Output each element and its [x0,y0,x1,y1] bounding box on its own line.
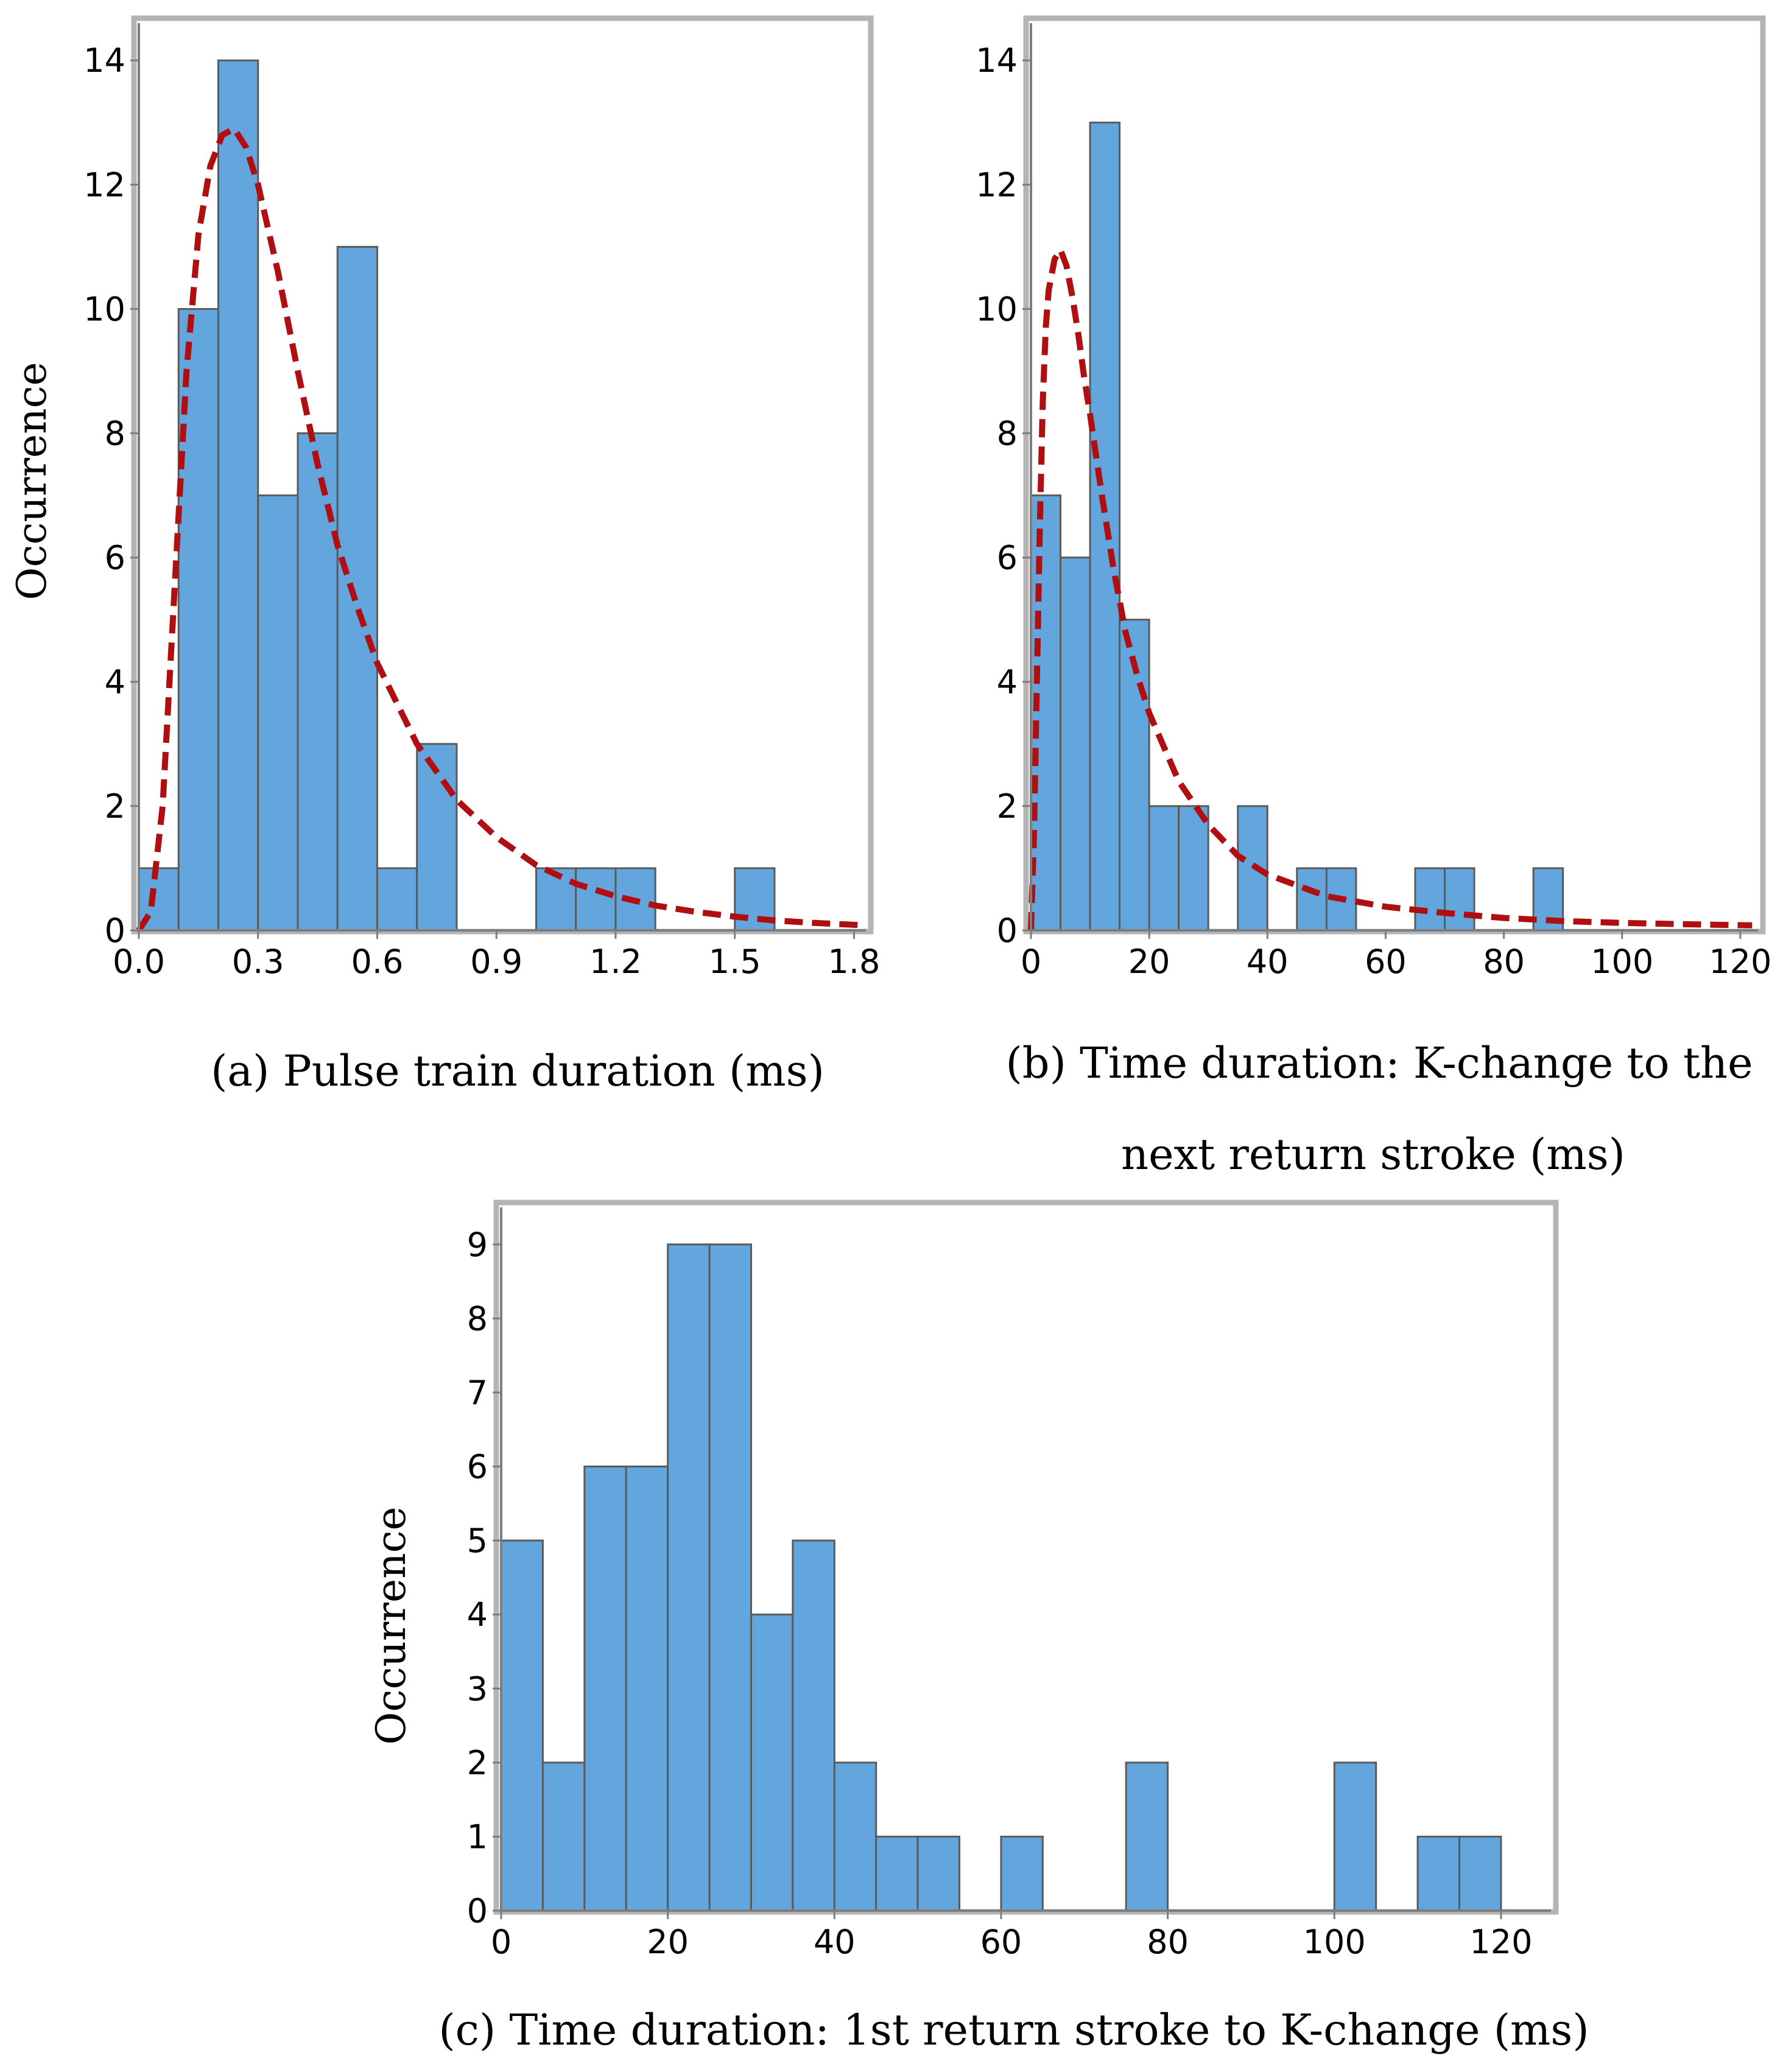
panel-a-bar-11 [575,867,617,932]
panel-b-bar-14 [1444,867,1475,932]
panel-b-x-tick-label: 40 [1247,943,1289,981]
panel-a-bar-6 [376,867,418,932]
panel-b-y-tick-label: 2 [997,787,1018,826]
panel-b-y-tick-label: 6 [997,539,1018,577]
panel-a-y-tick-label: 10 [83,290,125,328]
panel-a-x-tick-label: 0.6 [351,943,404,981]
panel-b-y-tick-label: 8 [997,415,1018,453]
panel-a-bar-2 [217,59,259,932]
panel-b-y-tick-label: 4 [997,663,1018,701]
panel-b: 0 20 40 60 80 100 120 0 2 4 6 8 10 12 14 (b) Time dura… [976,15,1771,1179]
panel-c-bar-12 [1000,1835,1044,1912]
panel-c-bar-1 [541,1761,586,1912]
panel-c-bar-22 [1416,1835,1460,1912]
panel-c-y-tick-label: 0 [467,1892,488,1930]
panel-a-y-tick-label: 2 [105,787,125,826]
panel-c-x-tick-label: 120 [1469,1923,1532,1961]
panel-a-bar-10 [535,867,577,932]
panel-a-y-tick-label: 4 [105,663,125,701]
panel-c-bar-2 [583,1466,627,1912]
panel-c-x-tick-label: 0 [491,1923,512,1961]
panel-c-bar-8 [833,1761,877,1912]
panel-a-bar-4 [297,432,339,932]
panel-b-fit-curve [1028,247,1753,931]
panel-c-y-tick-label: 1 [467,1817,488,1856]
panel-a-x-tick-label: 0.0 [113,943,165,981]
panel-c: 0 20 40 60 80 100 120 0 1 2 3 4 5 6 7 8 9 Occurrence (c)… [368,1199,1589,2055]
panel-b-bar-5 [1178,805,1209,932]
panel-b-plot: 0 20 40 60 80 100 120 0 2 4 6 8 10 12 14 [976,23,1771,981]
panel-a-bar-3 [257,494,299,932]
panel-a-x-tick-label: 1.2 [589,943,642,981]
panel-b-bar-1 [1060,557,1091,932]
panel-a-y-tick-label: 0 [105,911,125,950]
panel-c-y-tick-label: 3 [467,1670,488,1708]
panel-b-y-tick-label: 14 [976,41,1018,80]
panel-c-x-tick-label: 60 [980,1923,1022,1961]
panel-b-caption-line-2: next return stroke (ms) [1121,1129,1625,1179]
panel-c-bar-20 [1333,1761,1377,1912]
panel-a-bar-5 [336,245,378,932]
panel-c-caption: (c) Time duration: 1st return stroke to … [438,2005,1589,2055]
panel-a-x-tick-label: 0.3 [232,943,284,981]
panel-c-y-tick-label: 9 [467,1226,488,1264]
panel-c-x-tick-label: 20 [647,1923,689,1961]
panel-b-y-tick-label: 12 [976,166,1018,204]
panel-c-y-tick-label: 5 [467,1522,488,1560]
panel-b-caption-line-1: (b) Time duration: K-change to the [1005,1038,1753,1088]
panel-b-bar-9 [1296,867,1328,932]
panel-c-y-tick-label: 7 [467,1374,488,1412]
panel-b-x-tick-label: 0 [1021,943,1041,981]
panel-c-y-axis-title: Occurrence [368,1506,415,1744]
panel-b-x-tick-label: 120 [1709,943,1771,981]
panel-c-y-tick-label: 6 [467,1448,488,1486]
panel-c-y-tick-label: 8 [467,1299,488,1338]
panel-a-x-tick-label: 1.5 [709,943,761,981]
panel-b-y-tick-label: 0 [997,911,1018,950]
panel-c-bar-6 [750,1614,794,1912]
panel-c-bar-15 [1125,1761,1169,1912]
panel-a-x-tick-label: 0.9 [470,943,522,981]
panel-c-bar-3 [625,1466,669,1912]
panel-b-x-tick-label: 60 [1365,943,1407,981]
panel-a: 0.0 0.3 0.6 0.9 1.2 1.5 1.8 0 2 4 6 8 10 12 14 Occurre… [9,15,880,1096]
panel-a-y-tick-label: 12 [83,166,125,204]
panel-a-y-tick-label: 14 [83,41,125,80]
panel-c-y-tick-label: 2 [467,1744,488,1782]
panel-b-bar-13 [1414,867,1446,932]
panel-b-x-tick-label: 80 [1483,943,1525,981]
panel-a-x-tick-label: 1.8 [828,943,880,981]
panel-c-bar-5 [708,1243,752,1912]
panel-c-x-tick-label: 40 [814,1923,856,1961]
panel-c-x-tick-label: 100 [1303,1923,1366,1961]
panel-c-bar-9 [875,1835,919,1912]
panel-a-caption: (a) Pulse train duration (ms) [211,1046,825,1096]
panel-c-bar-7 [792,1539,835,1912]
panel-a-plot: 0.0 0.3 0.6 0.9 1.2 1.5 1.8 0 2 4 6 8 10 12 14 [83,23,880,981]
panel-a-y-axis-title: Occurrence [9,362,55,600]
panel-b-y-tick-label: 10 [976,290,1018,328]
panel-c-bar-23 [1458,1835,1502,1912]
panel-c-bar-10 [916,1835,961,1912]
panel-c-x-tick-label: 80 [1147,1923,1189,1961]
panel-b-x-tick-label: 100 [1591,943,1653,981]
panel-c-plot: 0 20 40 60 80 100 120 0 1 2 3 4 5 6 7 8 9 [467,1207,1551,1961]
panel-a-bar-7 [416,743,458,932]
panel-c-bar-0 [500,1539,544,1912]
panel-a-y-tick-label: 6 [105,539,125,577]
panel-b-x-tick-label: 20 [1128,943,1170,981]
panel-a-fit-curve [136,125,867,932]
panel-a-y-tick-label: 8 [105,415,125,453]
panel-c-bar-4 [667,1243,711,1912]
panel-c-y-tick-label: 4 [467,1596,488,1634]
panel-b-bar-4 [1148,805,1180,932]
